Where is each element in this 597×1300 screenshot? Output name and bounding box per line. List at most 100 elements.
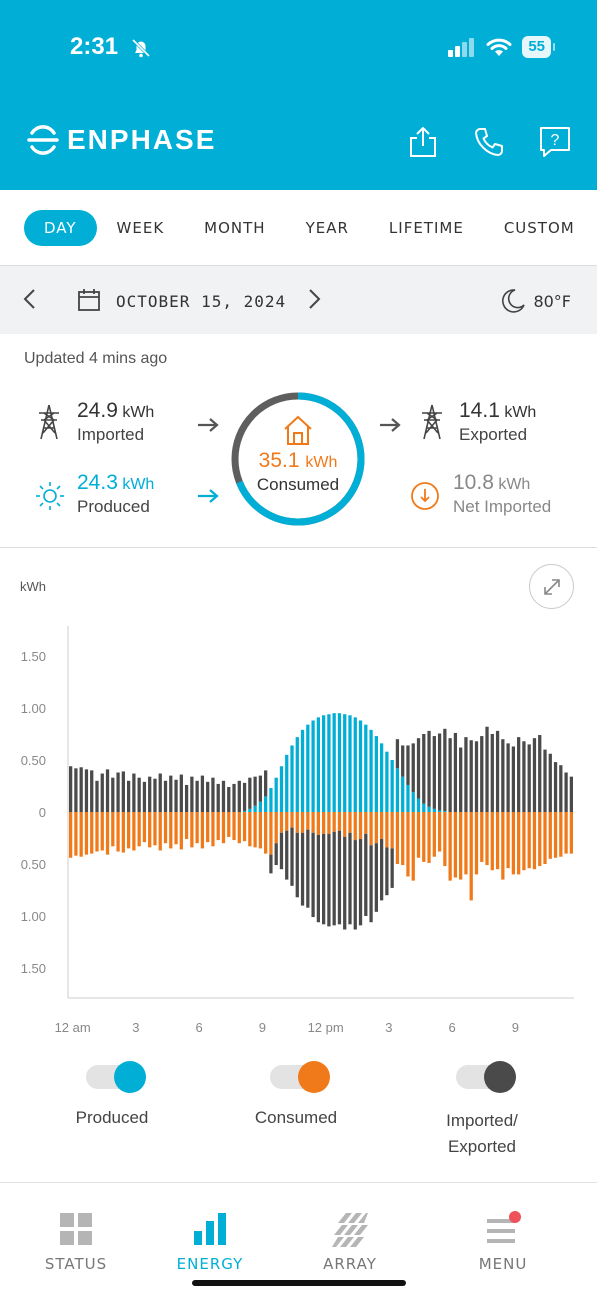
consumed-bar [148, 812, 152, 848]
divider [0, 547, 597, 548]
consumed-toggle[interactable] [270, 1061, 330, 1093]
expand-icon [543, 578, 560, 595]
consumed-bar [453, 812, 458, 878]
consumed-bar [538, 812, 542, 867]
imported-value: 24.9 [77, 399, 118, 422]
consumed-bar [174, 812, 178, 845]
consumed-toggle-knob [298, 1061, 330, 1093]
imported-bar [227, 787, 231, 812]
consumed-bar [126, 812, 131, 849]
imported-bar [395, 739, 400, 769]
legend-consumed: Consumed [254, 1108, 338, 1127]
consumed-bar [195, 812, 199, 844]
produced-bar [295, 737, 299, 812]
y-tick-label: 0 [39, 805, 46, 820]
tab-custom[interactable]: CUSTOM [503, 218, 575, 237]
consumed-bar [237, 812, 241, 844]
produced-bar [374, 736, 378, 812]
exported-bar [322, 833, 326, 925]
tab-month[interactable]: MONTH [204, 218, 266, 237]
nav-status[interactable]: STATUS [21, 1211, 131, 1273]
produced-bar [427, 806, 431, 812]
consumed-bar [121, 812, 125, 853]
produced-bar [316, 717, 320, 812]
exported-label: Exported [459, 425, 528, 444]
produced-bar [327, 714, 331, 812]
nav-menu[interactable]: MENU [448, 1211, 558, 1273]
produced-bar [364, 724, 368, 812]
calendar-icon[interactable] [77, 288, 101, 312]
exported-metric: 14.1 kWh Exported [459, 399, 536, 445]
selected-date[interactable]: OCTOBER 15, 2024 [116, 292, 287, 311]
consumed-bar [79, 812, 83, 857]
help-icon[interactable]: ? [537, 124, 573, 160]
consumed-bar [190, 812, 194, 848]
y-tick-label: 0.50 [21, 857, 46, 872]
consumed-bar [448, 812, 452, 881]
consumed-bar [379, 812, 384, 840]
exported-unit: kWh [504, 404, 537, 421]
chevron-right-icon[interactable] [302, 288, 324, 310]
consumed-bar [111, 812, 115, 847]
produced-bar [358, 720, 363, 812]
produced-bar [279, 766, 284, 812]
produced-bar [443, 810, 447, 812]
bell-off-icon [131, 38, 151, 58]
y-tick-label: 1.50 [21, 649, 46, 664]
y-tick-label: 1.00 [21, 909, 46, 924]
produced-bar [290, 745, 294, 812]
imported-bar [569, 776, 573, 812]
tab-day[interactable]: DAY [24, 209, 97, 246]
produced-toggle[interactable] [86, 1061, 146, 1093]
consumed-bar [90, 812, 94, 854]
imported-metric: 24.9 kWh Imported [77, 399, 154, 445]
produced-bar [300, 729, 305, 812]
x-tick-label: 3 [132, 1020, 139, 1035]
produced-bar [269, 788, 273, 812]
phone-icon[interactable] [471, 124, 507, 160]
exported-bar [343, 836, 347, 930]
consumed-label: Consumed [256, 475, 340, 494]
expand-chart-button[interactable] [529, 564, 574, 609]
arrow-right-icon [380, 418, 401, 432]
chevron-left-icon[interactable] [20, 288, 42, 310]
imported-exported-toggle[interactable] [456, 1061, 516, 1093]
y-tick-label: 1.50 [21, 961, 46, 976]
consumed-bar [269, 812, 273, 855]
produced-bar [437, 810, 442, 812]
consumed-bar [74, 812, 78, 856]
legend-produced: Produced [75, 1108, 149, 1127]
nav-array-label: ARRAY [323, 1255, 377, 1273]
battery-indicator: 55 [522, 36, 555, 58]
exported-value: 14.1 [459, 399, 500, 422]
consumed-bar [200, 812, 205, 849]
produced-bar [274, 777, 278, 812]
power-tower-icon [39, 404, 59, 440]
nav-energy[interactable]: ENERGY [155, 1211, 265, 1273]
tab-week[interactable]: WEEK [116, 218, 165, 237]
net-import-down-icon [411, 482, 439, 510]
produced-bar [343, 714, 347, 812]
nav-array[interactable]: ARRAY [295, 1211, 405, 1273]
consumed-bar [343, 812, 347, 837]
consumed-bar [416, 812, 421, 858]
produced-bar [258, 801, 263, 812]
imported-bar [84, 769, 89, 812]
exported-bar [295, 832, 299, 898]
share-icon[interactable] [405, 124, 441, 160]
tab-year[interactable]: YEAR [305, 218, 349, 237]
tab-lifetime[interactable]: LIFETIME [388, 218, 464, 237]
consumed-bar [569, 812, 573, 854]
produced-bar [432, 808, 436, 812]
produced-bar [332, 713, 336, 812]
net-value: 10.8 [453, 471, 494, 494]
svg-text:?: ? [551, 132, 560, 149]
produced-bar [416, 798, 421, 812]
consumed-bar [527, 812, 531, 869]
imported-bar [469, 740, 473, 812]
produced-bar [242, 810, 247, 812]
brand-name: ENPHASE [67, 124, 217, 155]
produced-bar [306, 724, 310, 812]
bottom-nav: STATUS ENERGY ARRAY MENU [0, 1182, 597, 1300]
exported-bar [364, 833, 368, 916]
